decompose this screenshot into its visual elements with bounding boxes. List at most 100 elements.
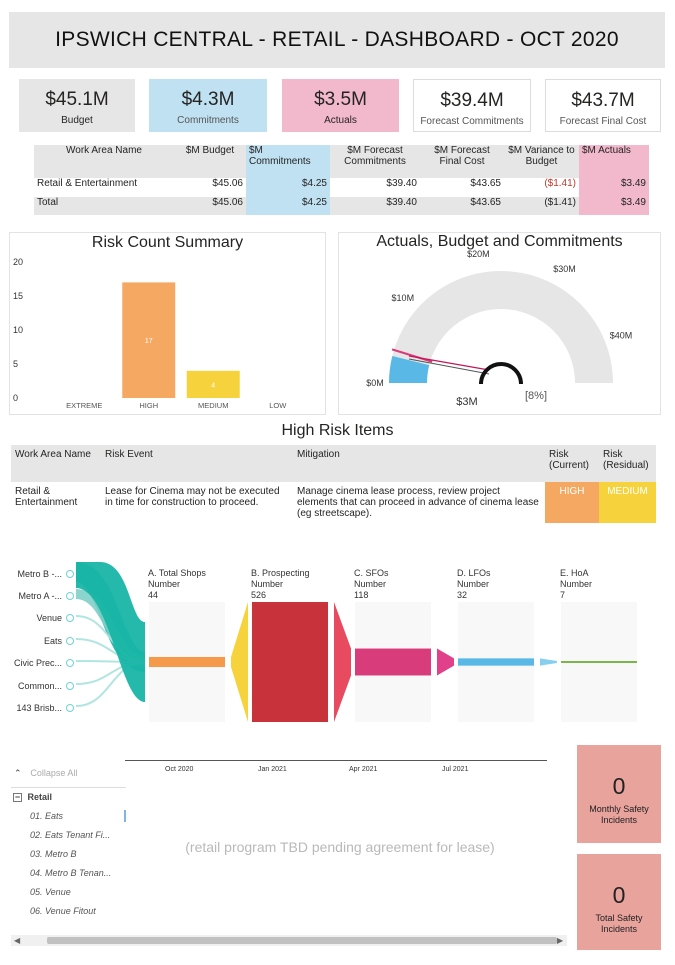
- column-header[interactable]: $M Forecast Final Cost: [420, 145, 504, 178]
- y-tick-label: 15: [13, 291, 23, 301]
- table-cell: $3.49: [579, 178, 649, 197]
- table-cell: Retail & Entertainment: [34, 178, 174, 197]
- funnel-source-node[interactable]: [66, 682, 74, 690]
- funnel-bar-1[interactable]: [252, 602, 328, 722]
- section-title: High Risk Items: [281, 422, 394, 439]
- gauge-hub: [479, 362, 523, 385]
- stage-metric: Number: [560, 579, 593, 589]
- kpi-label: Actuals: [324, 115, 357, 126]
- funnel-source-node[interactable]: [66, 570, 74, 578]
- x-tick-label: HIGH: [139, 401, 158, 410]
- tree-item[interactable]: 01. Eats: [30, 811, 64, 821]
- stage-name: B. Prospecting: [251, 568, 310, 578]
- table-header-row: Work Area Name Risk Event Mitigation Ris…: [11, 445, 656, 482]
- funnel-source-node[interactable]: [66, 592, 74, 600]
- funnel-source-label: Civic Prec...: [13, 658, 62, 668]
- column-header[interactable]: Work Area Name: [34, 145, 174, 178]
- table-cell: $43.65: [470, 178, 501, 189]
- bar-high[interactable]: [122, 282, 176, 398]
- funnel-bar-3[interactable]: [458, 658, 534, 666]
- risk-count-chart-panel[interactable]: Risk Count Summary 0 5 10 15 20 EXTREME 17 HIGH…: [9, 232, 326, 415]
- gauge-track[interactable]: [389, 271, 613, 383]
- tree-item[interactable]: 06. Venue Fitout: [30, 906, 96, 916]
- kpi-card-budget[interactable]: $45.1M Budget: [19, 79, 135, 132]
- table-cell: $3.49: [579, 197, 649, 215]
- y-tick-label: 0: [13, 393, 18, 403]
- stage-metric: Number: [148, 579, 181, 589]
- kpi-card-commitments[interactable]: $4.3M Commitments: [149, 79, 267, 132]
- table-cell: $39.40: [330, 197, 420, 215]
- collapse-square-icon[interactable]: −: [13, 792, 22, 802]
- column-header[interactable]: $M Forecast Commitments: [330, 145, 420, 178]
- kpi-value: 0: [612, 773, 626, 799]
- funnel-bar-0[interactable]: [149, 656, 225, 668]
- x-tick-label: EXTREME: [66, 401, 102, 410]
- gauge-scale-label: $40M: [610, 330, 633, 340]
- kpi-label: Total Safety Incidents: [595, 913, 643, 934]
- funnel-source-node[interactable]: [66, 659, 74, 667]
- gauge-chart-panel[interactable]: Actuals, Budget and Commitments $0M $10M $…: [338, 232, 661, 415]
- table-cell: $45.06: [212, 178, 243, 189]
- gauge-scale-label: $10M: [392, 293, 415, 303]
- tree-item[interactable]: 04. Metro B Tenan...: [30, 868, 112, 878]
- column-header[interactable]: $M Budget: [174, 145, 246, 178]
- tree-item[interactable]: 03. Metro B: [30, 849, 77, 859]
- total-safety-incidents-card[interactable]: 0 Total Safety Incidents: [577, 854, 661, 950]
- column-header[interactable]: $M Actuals: [579, 145, 649, 178]
- kpi-label: Forecast Final Cost: [559, 116, 647, 127]
- stage-value: 526: [251, 590, 267, 600]
- column-header[interactable]: Work Area Name: [11, 445, 101, 482]
- tree-item[interactable]: 05. Venue: [30, 887, 71, 897]
- stage-metric: Number: [457, 579, 490, 589]
- table-cell: $4.25: [246, 197, 330, 215]
- column-header[interactable]: $M Variance to Budget: [504, 145, 579, 178]
- gauge-needle: [408, 355, 490, 371]
- funnel-source-node[interactable]: [66, 614, 74, 622]
- scroll-left-icon[interactable]: ◀: [14, 936, 21, 945]
- funnel-bar-4[interactable]: [561, 661, 637, 663]
- column-header[interactable]: $M Commitments: [246, 145, 330, 178]
- bar-data-label: 4: [211, 382, 215, 389]
- collapse-all-label: Collapse All: [30, 768, 78, 778]
- horizontal-scrollbar[interactable]: ◀ ▶: [11, 935, 567, 946]
- funnel-source-node[interactable]: [66, 704, 74, 712]
- gauge-actuals-fill[interactable]: [389, 355, 430, 383]
- tree-scroll-indicator[interactable]: [124, 810, 126, 822]
- table-row[interactable]: Retail & Entertainment Lease for Cinema …: [11, 482, 656, 523]
- scroll-right-icon[interactable]: ▶: [557, 936, 564, 945]
- kpi-label: Monthly Safety Incidents: [589, 804, 649, 825]
- table-cell: $43.65: [420, 197, 504, 215]
- column-header[interactable]: Risk (Residual): [599, 445, 656, 482]
- funnel-stage-label: E. HoA Number 7: [560, 568, 592, 601]
- gauge-percent-label: [8%]: [525, 390, 547, 402]
- funnel-stage-label: A. Total Shops Number 44: [148, 568, 206, 601]
- bar-medium[interactable]: [186, 370, 240, 398]
- kpi-card-actuals[interactable]: $3.5M Actuals: [282, 79, 399, 132]
- table-cell: Retail & Entertainment: [15, 486, 78, 508]
- column-header[interactable]: Risk (Current): [545, 445, 599, 482]
- column-header[interactable]: Risk Event: [101, 445, 293, 482]
- cost-summary-table: Work Area Name $M Budget $M Commitments …: [34, 145, 649, 215]
- tree-item[interactable]: 02. Eats Tenant Fi...: [30, 830, 111, 840]
- kpi-card-forecast-commitments[interactable]: $39.4M Forecast Commitments: [413, 79, 531, 132]
- funnel-source-label: 143 Brisb...: [16, 703, 62, 713]
- table-row[interactable]: Retail & Entertainment $45.06 $4.25 $39.…: [34, 178, 649, 197]
- stage-metric: Number: [354, 579, 387, 589]
- funnel-source-node[interactable]: [66, 637, 74, 645]
- bar-data-label: 17: [145, 338, 153, 345]
- x-tick-label: MEDIUM: [198, 401, 228, 410]
- tree-root-item[interactable]: − Retail: [13, 792, 52, 802]
- monthly-safety-incidents-card[interactable]: 0 Monthly Safety Incidents: [577, 745, 661, 843]
- stage-value: 44: [148, 590, 159, 600]
- column-header[interactable]: Mitigation: [293, 445, 545, 482]
- y-tick-label: 10: [13, 325, 23, 335]
- collapse-all-button[interactable]: ⌃ Collapse All: [14, 768, 77, 779]
- leasing-funnel-chart[interactable]: [0, 560, 675, 730]
- table-cell: Total: [34, 197, 174, 215]
- funnel-bar-2[interactable]: [355, 648, 431, 676]
- funnel-connector: [334, 602, 351, 722]
- scrollbar-thumb[interactable]: [47, 937, 557, 944]
- table-cell: ($1.41): [504, 197, 579, 215]
- kpi-card-forecast-final-cost[interactable]: $43.7M Forecast Final Cost: [545, 79, 661, 132]
- funnel-connector: [540, 658, 557, 666]
